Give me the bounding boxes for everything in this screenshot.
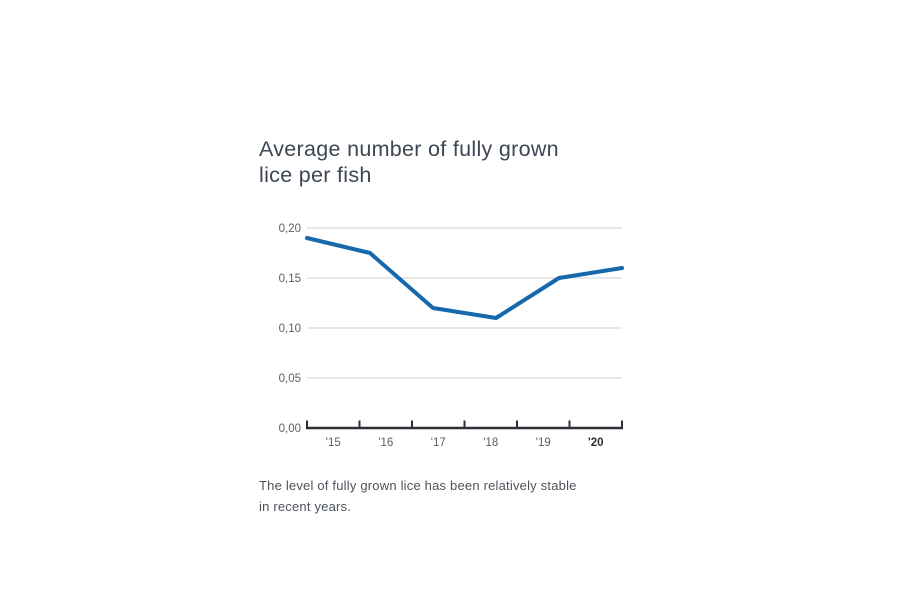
- x-axis-label-current: '20: [588, 437, 604, 449]
- data-series-line: [305, 236, 624, 320]
- y-axis-tick-label: 0,00: [279, 423, 301, 435]
- x-axis-label: '15: [326, 437, 341, 449]
- y-axis-tick-label: 0,15: [279, 273, 301, 285]
- y-axis-tick-label: 0,05: [279, 373, 301, 385]
- x-axis-label: '16: [378, 437, 393, 449]
- y-axis-tick-label: 0,10: [279, 323, 301, 335]
- chart-caption: The level of fully grown lice has been r…: [259, 475, 577, 517]
- chart-title: Average number of fully grown lice per fi…: [259, 136, 559, 188]
- chart-caption-line-1: The level of fully grown lice has been r…: [259, 478, 577, 493]
- x-axis-label: '18: [483, 437, 498, 449]
- lice-line-chart: 0,00 0,05 0,10 0,15 0,20 '15 '16 '17 '18 '19 '20: [279, 223, 624, 449]
- y-axis-tick-label: 0,20: [279, 223, 301, 235]
- x-axis-label: '19: [536, 437, 551, 449]
- chart-title-line-2: lice per fish: [259, 163, 372, 187]
- chart-caption-line-2: in recent years.: [259, 499, 352, 514]
- chart-title-line-1: Average number of fully grown: [259, 137, 559, 161]
- x-axis-label: '17: [431, 437, 446, 449]
